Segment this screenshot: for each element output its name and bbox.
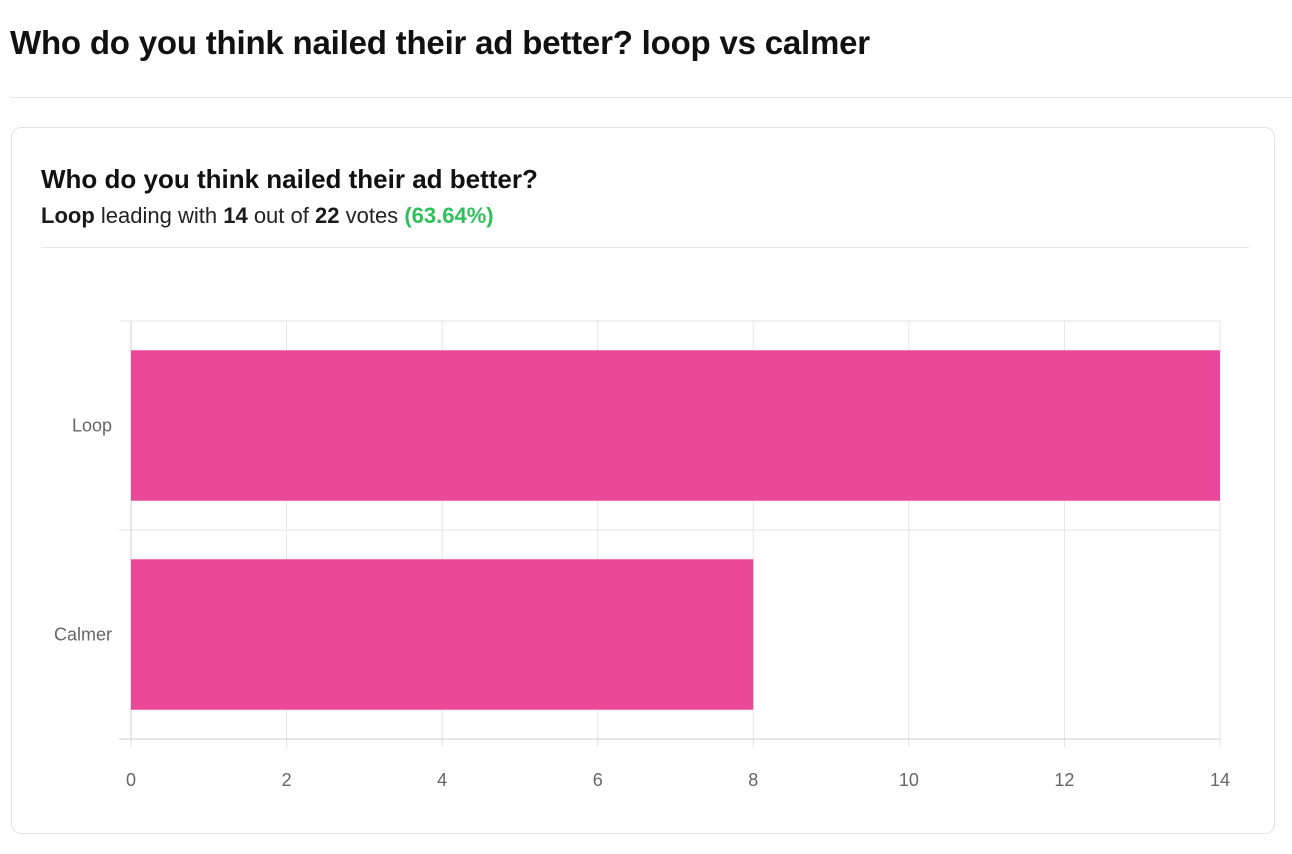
title-divider [10,97,1292,98]
poll-summary: Loop leading with 14 out of 22 votes (63… [41,203,494,229]
tick-label-x-4: 8 [748,770,758,790]
summary-text-out-of: out of [253,203,309,228]
bar-calmer [131,559,754,710]
poll-question: Who do you think nailed their ad better? [41,164,538,194]
category-label-calmer: Calmer [54,625,112,645]
bar-loop [131,350,1220,501]
tick-label-x-0: 0 [126,770,136,790]
tick-label-x-7: 14 [1210,770,1230,790]
tick-label-x-1: 2 [282,770,292,790]
total-votes: 22 [314,203,340,228]
summary-text-votes: votes [345,203,399,228]
tick-label-x-2: 4 [437,770,447,790]
category-label-loop: Loop [72,416,112,436]
tick-label-x-3: 6 [593,770,603,790]
card-divider [41,247,1249,248]
page-title: Who do you think nailed their ad better?… [10,24,870,61]
tick-label-x-6: 12 [1054,770,1074,790]
leader-percent: (63.64%) [404,203,494,228]
leader-votes: 14 [223,203,248,228]
tick-label-x-5: 10 [899,770,919,790]
summary-text-leading: leading with [100,203,218,228]
leader-name: Loop [41,203,95,228]
